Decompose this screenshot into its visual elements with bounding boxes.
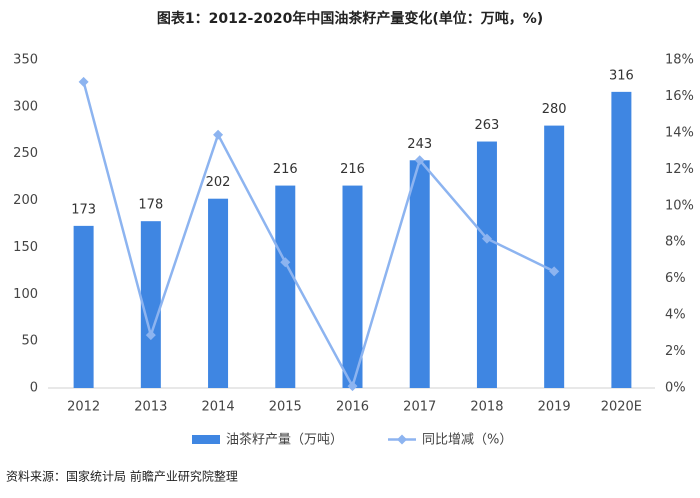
y-tick-label: 300 [13, 99, 38, 114]
value-label: 280 [542, 102, 567, 117]
bar [342, 185, 363, 388]
line-marker [280, 257, 291, 268]
bar [476, 141, 497, 388]
line-marker [78, 76, 89, 87]
y-tick-label: 200 [13, 193, 38, 208]
x-tick-label: 2019 [538, 400, 571, 415]
legend-swatch [192, 435, 220, 444]
line-marker [414, 155, 425, 166]
line-marker [481, 233, 492, 244]
x-tick-label: 2014 [202, 400, 235, 415]
bar [208, 198, 229, 388]
bar [73, 225, 94, 388]
y2-tick-label: 2% [665, 344, 686, 359]
y2-tick-label: 8% [665, 235, 686, 250]
source: 资料来源：国家统计局 前瞻产业研究院整理 [6, 469, 238, 484]
x-tick-label: 2018 [470, 400, 503, 415]
legend-swatch [397, 434, 407, 445]
y2-tick-label: 12% [665, 162, 694, 177]
value-label: 202 [206, 175, 231, 190]
x-tick-label: 2017 [403, 400, 436, 415]
value-label: 216 [340, 162, 365, 177]
legend-label: 同比增减（%） [422, 433, 512, 448]
chart-title: 图表1：2012-2020年中国油茶籽产量变化(单位：万吨，%) [157, 10, 543, 27]
bar [409, 160, 430, 388]
y2-tick-label: 18% [665, 53, 694, 68]
line-marker [549, 266, 560, 277]
value-label: 178 [138, 198, 163, 213]
y2-tick-label: 4% [665, 308, 686, 323]
line-marker [145, 330, 156, 341]
bar [140, 221, 161, 388]
y2-tick-label: 14% [665, 125, 694, 140]
x-tick-label: 2020E [601, 400, 642, 415]
bar [544, 125, 565, 388]
legend-label: 油茶籽产量（万吨） [226, 432, 343, 448]
bar [611, 91, 632, 388]
y2-tick-label: 6% [665, 271, 686, 286]
y-tick-label: 150 [13, 240, 38, 255]
value-label: 243 [407, 137, 432, 152]
bar [275, 185, 296, 388]
y-tick-label: 250 [13, 146, 38, 161]
value-label: 316 [609, 68, 634, 83]
line [82, 81, 555, 390]
y2-tick-label: 0% [665, 381, 686, 396]
line-marker [347, 381, 358, 392]
y-tick-label: 100 [13, 287, 38, 302]
value-label: 173 [71, 202, 96, 217]
x-tick-label: 2015 [269, 400, 302, 415]
y2-tick-label: 16% [665, 89, 694, 104]
line-marker [213, 129, 224, 140]
y-tick-label: 0 [30, 381, 38, 396]
x-tick-label: 2016 [336, 400, 369, 415]
value-label: 263 [475, 118, 500, 133]
y2-tick-label: 10% [665, 198, 694, 213]
value-label: 216 [273, 162, 298, 177]
y-tick-label: 50 [21, 334, 38, 349]
y-tick-label: 350 [13, 53, 38, 68]
x-tick-label: 2012 [67, 400, 100, 415]
x-tick-label: 2013 [134, 400, 167, 415]
